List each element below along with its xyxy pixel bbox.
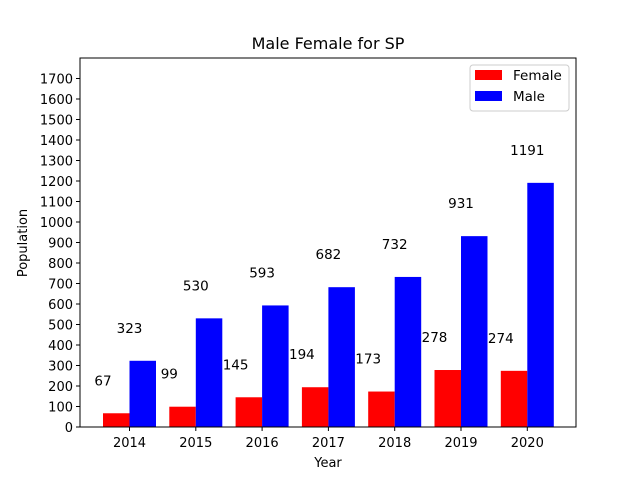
x-tick-label-2017: 2017 [312, 436, 345, 451]
y-tick-label-1500: 1500 [40, 114, 73, 129]
y-tick-label-900: 900 [48, 237, 73, 252]
y-tick-label-1400: 1400 [40, 134, 73, 149]
x-tick-label-2020: 2020 [511, 436, 544, 451]
data-label-male-2020: 1191 [510, 143, 544, 159]
bar-female-2016 [235, 397, 263, 427]
bar-male-2019 [461, 236, 488, 427]
y-tick-label-1100: 1100 [40, 196, 73, 211]
data-label-male-2017: 682 [316, 247, 342, 263]
bar-male-2020 [527, 182, 554, 427]
bars-group [103, 182, 554, 427]
y-tick-label-1000: 1000 [40, 216, 73, 231]
data-labels-group: 67 323 99 530 145 593 194 682 173 732 278 931 274 119… [94, 143, 544, 389]
data-label-female-2014: 67 [94, 373, 111, 389]
data-label-female-2017: 194 [289, 347, 315, 363]
bar-male-2018 [394, 276, 422, 427]
data-label-female-2019: 278 [422, 330, 448, 346]
data-label-male-2018: 732 [382, 237, 408, 253]
data-label-male-2014: 323 [117, 321, 143, 337]
bar-female-2014 [103, 413, 130, 427]
bar-male-2016 [262, 305, 289, 427]
y-axis-label: Population [16, 209, 31, 277]
bar-female-2015 [169, 406, 196, 427]
y-tick-label-300: 300 [48, 360, 73, 375]
y-tick-label-400: 400 [48, 339, 73, 354]
y-axis: 0 100 200 300 400 500 600 700 800 900 1000 1100 1200… [40, 73, 80, 436]
data-label-male-2019: 931 [448, 196, 474, 212]
data-label-female-2015: 99 [161, 367, 178, 383]
bar-female-2018 [368, 391, 395, 427]
legend-swatch-male [475, 91, 502, 101]
x-tick-label-2014: 2014 [113, 436, 146, 451]
x-axis-label: Year [313, 456, 342, 471]
legend-label-male: Male [513, 89, 545, 105]
data-label-female-2016: 145 [223, 357, 249, 373]
y-tick-label-800: 800 [48, 257, 73, 272]
y-tick-label-200: 200 [48, 380, 73, 395]
bar-male-2014 [129, 360, 156, 427]
bar-female-2020 [500, 370, 528, 427]
bar-male-2017 [328, 287, 355, 427]
chart-title: Male Female for SP [252, 34, 405, 53]
x-tick-label-2015: 2015 [179, 436, 212, 451]
y-tick-label-100: 100 [48, 401, 73, 416]
plot-frame [79, 57, 577, 428]
data-label-female-2020: 274 [488, 331, 514, 347]
y-tick-label-1300: 1300 [40, 155, 73, 170]
y-tick-label-500: 500 [48, 319, 73, 334]
y-tick-label-600: 600 [48, 298, 73, 313]
x-tick-label-2016: 2016 [246, 436, 279, 451]
legend: Female Male [469, 64, 570, 112]
y-tick-label-1600: 1600 [40, 93, 73, 108]
bar-female-2017 [301, 387, 329, 427]
x-tick-label-2018: 2018 [378, 436, 411, 451]
bar-male-2015 [195, 318, 223, 427]
y-tick-label-700: 700 [48, 278, 73, 293]
legend-label-female: Female [513, 68, 562, 84]
y-tick-label-1200: 1200 [40, 175, 73, 190]
bar-female-2019 [434, 370, 461, 427]
x-tick-label-2019: 2019 [444, 436, 477, 451]
data-label-male-2016: 593 [249, 265, 275, 281]
data-label-male-2015: 530 [183, 278, 209, 294]
legend-swatch-female [475, 70, 502, 80]
y-tick-label-0: 0 [65, 421, 73, 436]
x-axis: 2014 2015 2016 2017 2018 2019 2020 [113, 427, 544, 451]
y-tick-label-1700: 1700 [40, 73, 73, 88]
data-label-female-2018: 173 [355, 352, 381, 368]
